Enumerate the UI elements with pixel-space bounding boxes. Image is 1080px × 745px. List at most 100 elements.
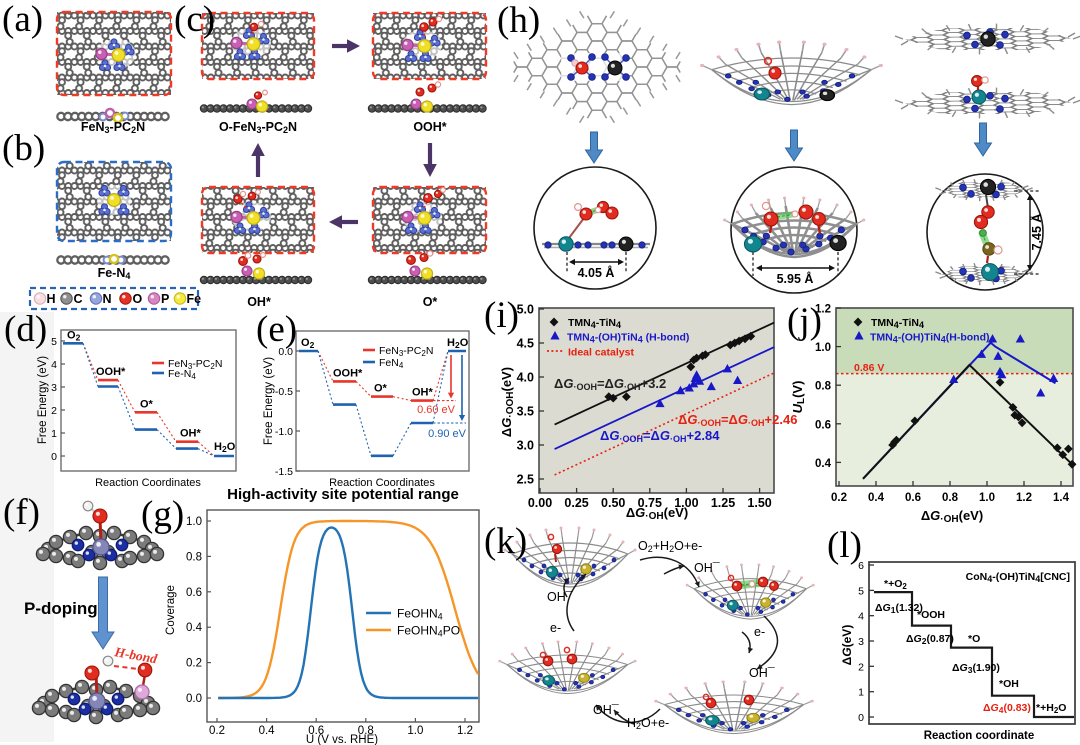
svg-text:4: 4 [51, 359, 57, 371]
svg-text:*O: *O [968, 633, 980, 645]
svg-text:ΔG(eV): ΔG(eV) [840, 625, 854, 666]
svg-text:7.45 Å: 7.45 Å [1029, 214, 1044, 251]
svg-text:OH*: OH* [412, 387, 434, 399]
svg-text:1.0: 1.0 [407, 725, 423, 737]
svg-text:2: 2 [858, 661, 864, 673]
svg-text:CoN4-(OH)TiN4[CNC]: CoN4-(OH)TiN4[CNC] [966, 571, 1070, 584]
svg-text:1.0: 1.0 [815, 342, 831, 354]
svg-text:Reaction Coordinates: Reaction Coordinates [329, 477, 435, 489]
svg-text:OOH*: OOH* [96, 366, 126, 378]
svg-text:3: 3 [858, 636, 864, 648]
svg-text:1.2: 1.2 [457, 725, 473, 737]
svg-text:(f): (f) [3, 492, 40, 533]
svg-text:4: 4 [858, 611, 864, 623]
svg-text:FeOHN4PO: FeOHN4PO [397, 624, 460, 639]
svg-text:Reaction coordinate: Reaction coordinate [924, 730, 1035, 742]
svg-text:1.4: 1.4 [1053, 492, 1070, 504]
svg-text:ΔG·OOH=ΔG·OH+3.2: ΔG·OOH=ΔG·OH+3.2 [554, 376, 666, 392]
svg-text:OH*: OH* [247, 295, 271, 309]
svg-text:O: O [133, 292, 143, 306]
svg-text:0.8: 0.8 [186, 551, 202, 563]
svg-text:(e): (e) [256, 309, 297, 350]
svg-text:O-FeN3-PC2N: O-FeN3-PC2N [219, 120, 297, 135]
svg-text:(l): (l) [827, 525, 862, 566]
svg-text:0.60 eV: 0.60 eV [417, 404, 456, 416]
svg-text:(g): (g) [141, 494, 184, 535]
svg-text:ΔG4(0.83): ΔG4(0.83) [983, 702, 1031, 715]
svg-text:5: 5 [858, 585, 864, 597]
svg-text:5.95 Å: 5.95 Å [777, 271, 814, 286]
svg-text:5.0: 5.0 [517, 303, 534, 317]
svg-text:0.6: 0.6 [308, 725, 324, 737]
svg-text:0.6: 0.6 [815, 419, 831, 431]
svg-text:0.2: 0.2 [831, 492, 847, 504]
svg-text:Ideal catalyst: Ideal catalyst [568, 347, 634, 359]
svg-text:3: 3 [51, 382, 57, 394]
svg-text:4.5: 4.5 [517, 337, 534, 351]
svg-text:2: 2 [51, 405, 57, 417]
svg-text:ΔG2(0.87): ΔG2(0.87) [906, 633, 954, 646]
svg-text:O2: O2 [67, 329, 81, 342]
svg-text:2.5: 2.5 [517, 473, 534, 487]
svg-text:0.4: 0.4 [259, 725, 276, 737]
svg-text:(c): (c) [174, 0, 215, 40]
svg-text:ΔG·OOH=ΔG·OH+2.46: ΔG·OOH=ΔG·OH+2.46 [678, 412, 797, 428]
svg-text:0.75: 0.75 [638, 496, 662, 510]
svg-text:O2: O2 [301, 337, 315, 350]
svg-text:4.05 Å: 4.05 Å [578, 265, 615, 280]
svg-text:0.2: 0.2 [186, 658, 202, 670]
svg-text:(h): (h) [497, 0, 540, 41]
svg-text:3.5: 3.5 [517, 405, 534, 419]
svg-text:Fe-N4: Fe-N4 [98, 266, 131, 281]
svg-text:0.0: 0.0 [278, 346, 293, 358]
svg-text:3.0: 3.0 [517, 439, 534, 453]
svg-text:0: 0 [858, 712, 864, 724]
svg-text:OH¯: OH¯ [749, 666, 775, 680]
svg-text:(b): (b) [2, 128, 45, 169]
svg-text:0.50: 0.50 [601, 496, 625, 510]
svg-text:0.86 V: 0.86 V [854, 362, 884, 374]
svg-text:ΔG·OOH(eV): ΔG·OOH(eV) [499, 367, 516, 437]
svg-text:N: N [103, 292, 112, 306]
svg-text:(k): (k) [484, 521, 527, 562]
svg-text:0.8: 0.8 [942, 492, 959, 504]
svg-text:OH¯: OH¯ [593, 703, 619, 717]
svg-text:FeN4: FeN4 [379, 357, 404, 370]
svg-text:0.4: 0.4 [186, 622, 203, 634]
svg-text:6: 6 [858, 560, 864, 572]
svg-text:ΔG·OH(eV): ΔG·OH(eV) [626, 505, 688, 522]
svg-text:-1.0: -1.0 [275, 426, 293, 438]
svg-text:1: 1 [858, 687, 864, 699]
svg-text:FeN3-PC2N: FeN3-PC2N [81, 120, 145, 135]
svg-text:Free Energy (eV): Free Energy (eV) [263, 357, 275, 445]
svg-text:(d): (d) [4, 309, 47, 350]
svg-text:-1.5: -1.5 [275, 466, 293, 478]
svg-text:0.0: 0.0 [186, 693, 202, 705]
svg-text:*+O2: *+O2 [884, 578, 907, 591]
svg-text:OH¯: OH¯ [547, 590, 573, 604]
svg-text:U (V vs. RHE): U (V vs. RHE) [306, 734, 378, 745]
svg-text:ΔG1(1.32): ΔG1(1.32) [875, 602, 923, 615]
svg-text:Reaction Coordinates: Reaction Coordinates [95, 477, 201, 489]
svg-text:O*: O* [423, 295, 438, 309]
svg-text:FeOHN4: FeOHN4 [397, 607, 443, 622]
svg-text:1.50: 1.50 [747, 496, 771, 510]
svg-text:-0.5: -0.5 [275, 386, 293, 398]
svg-text:OOH*: OOH* [413, 120, 446, 134]
svg-text:O*: O* [374, 383, 388, 395]
svg-text:OH*: OH* [180, 428, 202, 440]
svg-text:1.2: 1.2 [815, 304, 831, 316]
svg-text:1: 1 [51, 428, 57, 440]
svg-text:*+H2O: *+H2O [1036, 702, 1066, 715]
svg-text:0.00: 0.00 [528, 496, 552, 510]
svg-text:0.6: 0.6 [905, 492, 921, 504]
svg-text:ΔG·OOH=ΔG·OH+2.84: ΔG·OOH=ΔG·OH+2.84 [600, 428, 720, 444]
svg-text:0.6: 0.6 [186, 587, 202, 599]
svg-text:(j): (j) [787, 301, 822, 342]
svg-text:Coverage: Coverage [165, 585, 177, 635]
svg-text:TMN4-TiN4: TMN4-TiN4 [568, 317, 621, 330]
svg-text:0.2: 0.2 [209, 725, 225, 737]
svg-text:0.8: 0.8 [815, 381, 832, 393]
svg-text:0: 0 [51, 451, 57, 463]
svg-text:ΔG·OH(eV): ΔG·OH(eV) [921, 508, 983, 525]
